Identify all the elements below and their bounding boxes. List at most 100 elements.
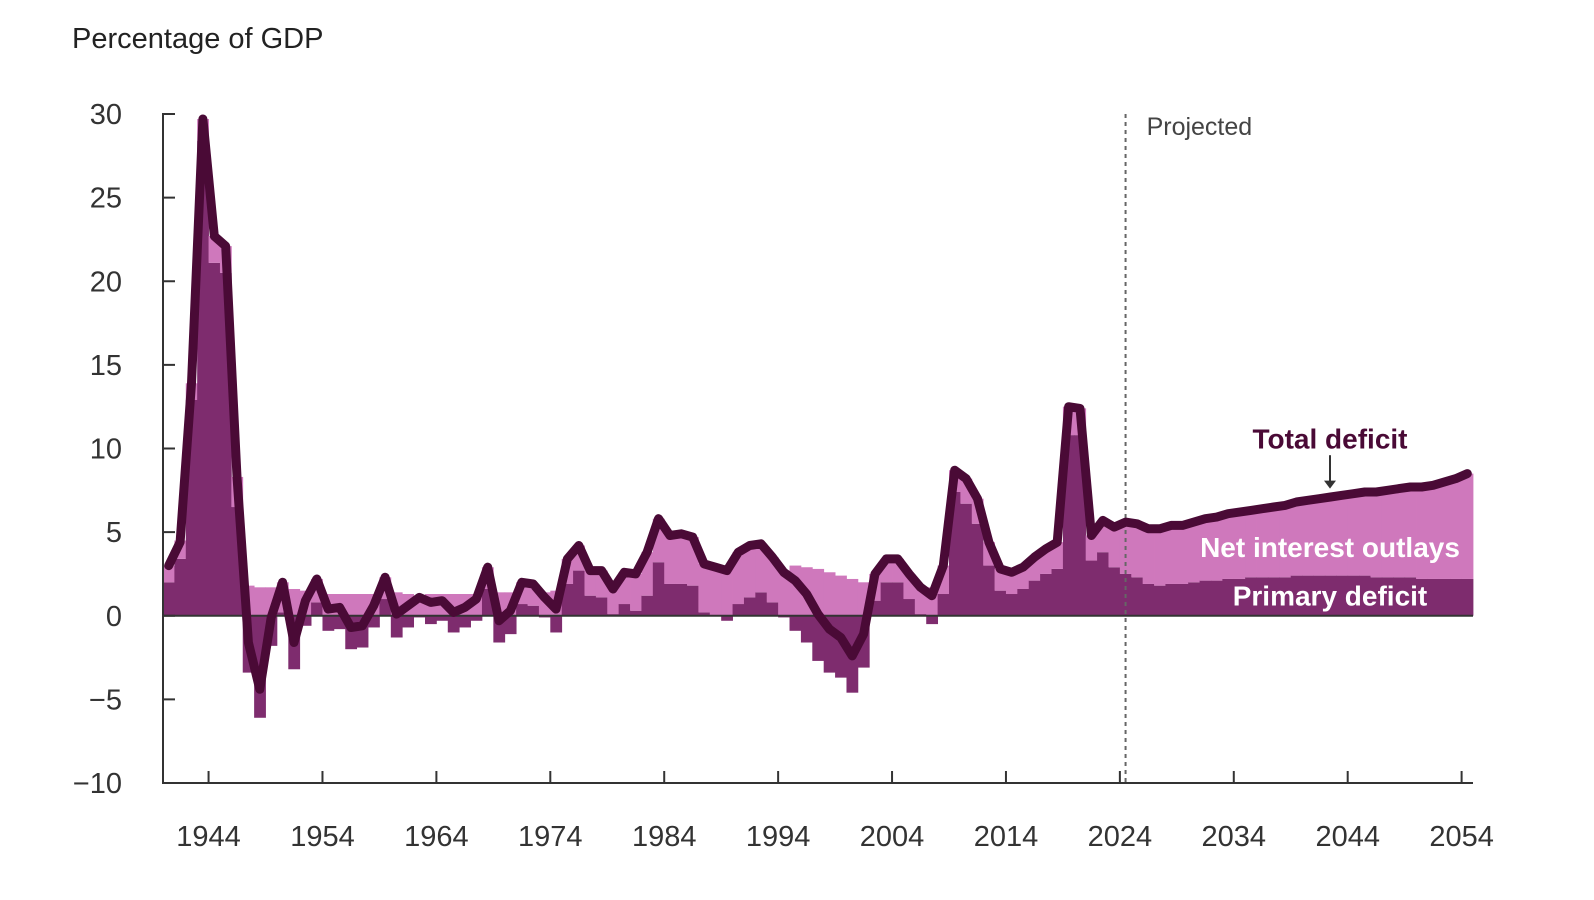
net-interest-bar: [1302, 500, 1314, 576]
net-interest-bar: [447, 594, 460, 616]
primary-deficit-bar: [789, 615, 802, 631]
primary-deficit-bar: [1438, 578, 1451, 616]
primary-deficit-bar: [664, 583, 677, 616]
primary-deficit-bar: [1279, 577, 1292, 616]
net-interest-bar: [698, 563, 711, 613]
projection-label: Projected: [1147, 113, 1253, 141]
net-interest-bar: [618, 572, 631, 605]
net-interest-bar: [812, 568, 825, 616]
total-deficit-line: [164, 114, 1472, 694]
primary-deficit-bar: [481, 588, 494, 616]
primary-deficit-bar: [1302, 575, 1314, 616]
primary-deficit-bar: [675, 583, 688, 616]
primary-deficit-bar: [1404, 577, 1417, 616]
net-interest-bar: [1347, 493, 1360, 576]
net-interest-bar: [857, 582, 870, 616]
total-deficit-label: Total deficit: [1252, 424, 1407, 455]
net-interest-bar: [743, 545, 756, 598]
net-interest-bar: [1017, 567, 1030, 589]
primary-deficit-bar: [1165, 583, 1178, 616]
net-interest-bar: [208, 236, 221, 263]
net-interest-bar: [1324, 497, 1337, 576]
primary-deficit-bar: [276, 612, 289, 616]
primary-deficit-bar: [1062, 435, 1075, 616]
primary-deficit-bar: [880, 582, 893, 616]
net-interest-bar: [1097, 520, 1109, 553]
primary-deficit-bar: [1199, 580, 1212, 616]
net-interest-bar: [527, 583, 540, 606]
net-interest-bar: [926, 587, 939, 616]
primary-deficit-bar: [470, 615, 483, 621]
net-interest-bar: [1085, 535, 1098, 561]
primary-deficit-label: Primary deficit: [1233, 581, 1428, 612]
primary-deficit-bar: [1222, 578, 1235, 616]
primary-deficit-bar: [1461, 578, 1474, 616]
primary-deficit-bar: [652, 562, 665, 616]
x-tick-label: 2004: [860, 821, 925, 853]
y-tick-label: 0: [106, 601, 122, 633]
net-interest-bar: [1290, 502, 1303, 576]
net-interest-bar: [1393, 488, 1406, 578]
net-interest-bar: [1245, 510, 1257, 578]
primary-deficit-bar: [892, 582, 904, 616]
primary-deficit-bar: [333, 615, 346, 630]
net-interest-bar: [356, 594, 369, 616]
primary-deficit-bar: [1393, 577, 1406, 616]
primary-deficit-bar: [971, 523, 984, 616]
net-interest-bar: [1051, 542, 1064, 569]
primary-deficit-bar: [299, 615, 312, 626]
net-interest-bar: [1005, 572, 1018, 595]
primary-deficit-bar: [1142, 583, 1155, 616]
primary-deficit-bar: [812, 615, 825, 661]
net-interest-bar: [1131, 523, 1144, 578]
x-tick-label: 1944: [176, 821, 241, 853]
primary-deficit-bar: [766, 602, 779, 616]
net-interest-bar: [1233, 512, 1246, 579]
x-tick-label: 1954: [290, 821, 355, 853]
primary-deficit-bar: [1233, 578, 1246, 616]
net-interest-bar: [675, 533, 688, 584]
net-interest-bar: [1427, 485, 1440, 579]
primary-deficit-bar: [493, 615, 506, 643]
primary-deficit-bar: [163, 582, 175, 616]
net-interest-bar: [1313, 498, 1326, 576]
primary-deficit-bar: [1188, 582, 1201, 616]
primary-deficit-bar: [1313, 575, 1326, 616]
primary-deficit-bar: [390, 615, 403, 638]
primary-deficit-bar: [1290, 575, 1303, 616]
net-interest-bar: [937, 565, 950, 595]
net-interest-bar: [914, 587, 927, 615]
y-tick-label: −10: [73, 768, 122, 800]
primary-deficit-bar: [425, 615, 437, 625]
net-interest-bar: [1040, 548, 1052, 574]
y-tick-label: 20: [90, 266, 122, 298]
primary-deficit-bar: [322, 615, 335, 631]
x-tick-label: 2014: [974, 821, 1039, 853]
x-tick-label: 1974: [518, 821, 583, 853]
primary-deficit-bar: [368, 615, 380, 628]
net-interest-bar: [960, 478, 973, 504]
primary-deficit-bar: [356, 615, 369, 648]
primary-deficit-bar: [618, 604, 631, 616]
net-interest-bar: [652, 518, 665, 563]
net-interest-bar: [630, 573, 642, 611]
net-interest-bar: [254, 587, 266, 616]
x-tick-label: 2024: [1088, 821, 1153, 853]
net-interest-bar: [413, 595, 426, 616]
net-interest-bar: [1381, 490, 1394, 578]
net-interest-bar: [755, 543, 768, 593]
primary-deficit-bar: [698, 612, 711, 616]
primary-deficit-bar: [1324, 575, 1337, 616]
net-interest-bar: [994, 568, 1007, 591]
net-interest-bar: [1370, 491, 1383, 578]
primary-deficit-bar: [926, 615, 939, 625]
tick-labels-group: 30 25 20 15 10 5 0 −5 −10 1944 1954 1964 1974 1984 199…: [73, 99, 1494, 853]
net-interest-bar: [709, 567, 722, 616]
y-tick-label: 25: [90, 183, 122, 215]
primary-deficit-bar: [1416, 578, 1428, 616]
primary-deficit-bar: [743, 597, 756, 616]
primary-deficit-bar: [949, 491, 961, 616]
y-tick-label: 10: [90, 434, 122, 466]
net-interest-bar: [789, 565, 802, 616]
net-interest-bar: [778, 570, 790, 616]
